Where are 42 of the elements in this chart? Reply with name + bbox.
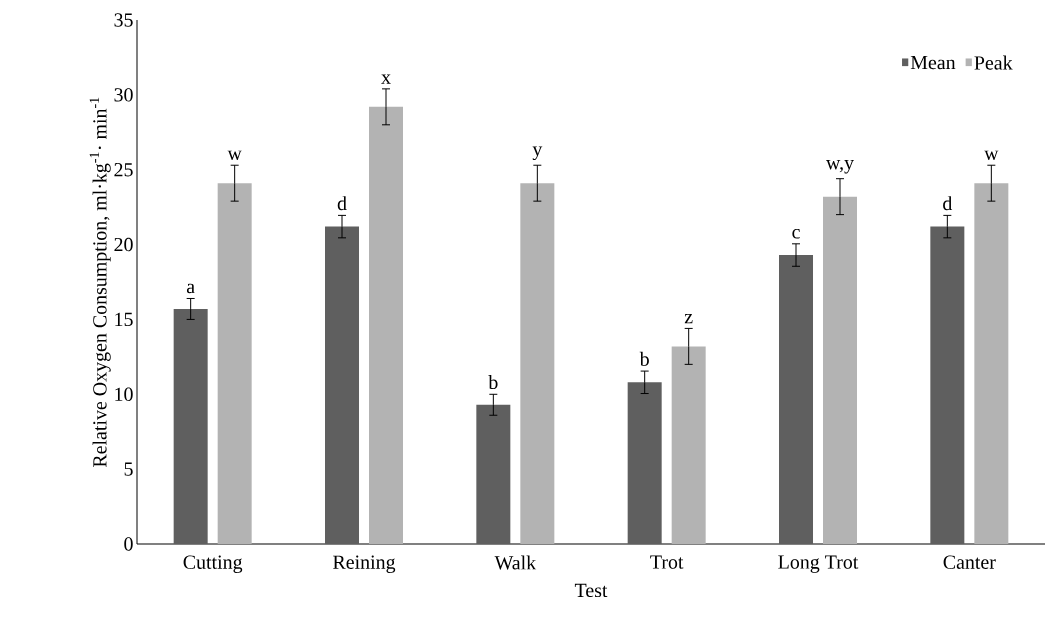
bar	[671, 346, 706, 544]
y-tick-label: 15	[115, 312, 133, 327]
annotation: b	[488, 375, 498, 390]
y-tick-label: 0	[124, 537, 133, 551]
annotation: z	[684, 314, 693, 324]
bar	[325, 226, 359, 544]
y-tick-label: 10	[115, 387, 133, 401]
bar	[930, 226, 965, 544]
bar	[217, 183, 252, 544]
y-tick-label: 35	[114, 13, 133, 27]
x-axis-title: Test	[574, 583, 608, 598]
bar	[974, 183, 1009, 544]
bar	[476, 404, 511, 544]
bar	[823, 196, 857, 544]
x-tick-label: Trot	[650, 555, 684, 569]
x-tick-label: Reining	[333, 555, 396, 574]
bar	[627, 382, 662, 544]
y-tick-label: 5	[124, 462, 133, 476]
annotation: a	[186, 283, 195, 294]
bar	[779, 255, 813, 544]
y-tick-label: 20	[114, 237, 133, 252]
legend-label: Peak	[974, 55, 1013, 70]
bar	[520, 183, 555, 544]
annotation: d	[943, 196, 953, 211]
y-tick-label: 30	[114, 88, 133, 102]
y-axis-title: Relative Oxygen Consumption, ml·kg$^{-1}$· min$^{-1}$	[89, 97, 111, 468]
annotation: w,y	[826, 160, 854, 174]
annotation: x	[381, 74, 391, 84]
annotation: w	[984, 150, 999, 161]
legend-label: Mean	[910, 56, 956, 70]
x-tick-label: Canter	[943, 555, 996, 569]
x-tick-label: Long Trot	[778, 555, 859, 573]
x-tick-label: Cutting	[183, 555, 243, 574]
annotation: d	[337, 196, 347, 211]
annotation: c	[792, 229, 800, 239]
x-tick-label: Walk	[494, 555, 537, 570]
bar	[173, 308, 208, 544]
bar	[369, 106, 403, 544]
annotation: y	[532, 146, 543, 161]
y-tick-label: 25	[114, 163, 133, 177]
annotation: w	[227, 150, 242, 161]
annotation: b	[639, 351, 649, 366]
